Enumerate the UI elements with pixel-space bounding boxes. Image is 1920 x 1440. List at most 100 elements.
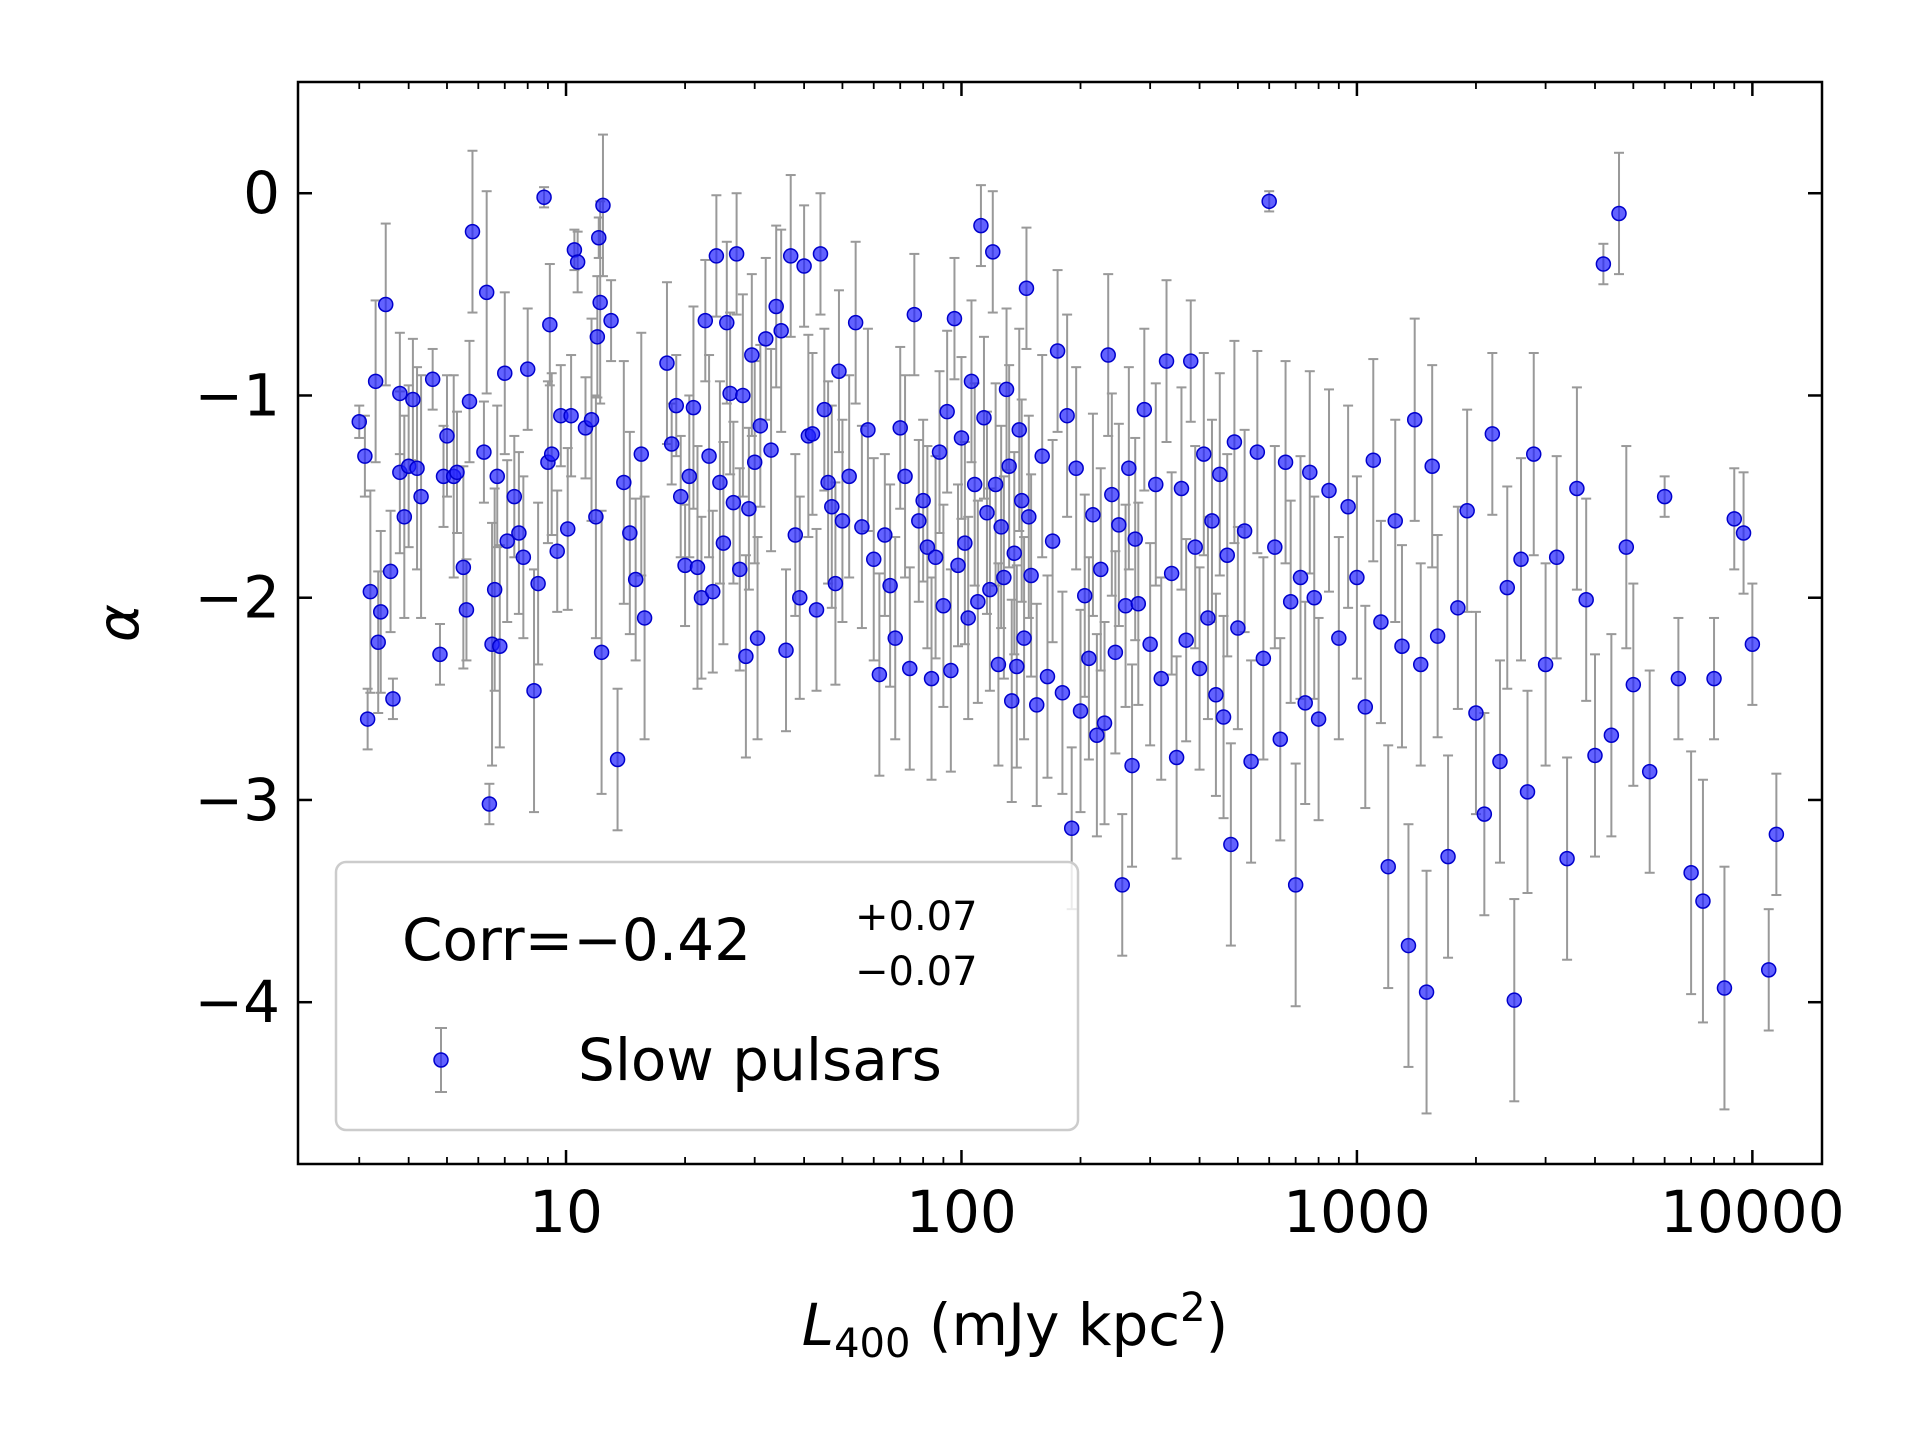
data-point xyxy=(976,409,992,426)
data-point xyxy=(1387,513,1403,529)
data-point xyxy=(396,509,413,525)
data-point xyxy=(816,401,833,418)
data-point xyxy=(1107,644,1124,661)
data-point xyxy=(841,468,857,485)
data-point xyxy=(812,246,829,262)
data-point xyxy=(672,488,689,505)
data-point xyxy=(1641,763,1658,780)
data-point xyxy=(919,539,936,555)
legend-corr-prefix: Corr= xyxy=(402,906,573,974)
data-point xyxy=(906,306,923,323)
data-point xyxy=(728,246,745,262)
data-point xyxy=(1230,620,1246,636)
data-point xyxy=(1001,458,1017,475)
data-point xyxy=(1267,539,1283,555)
data-point xyxy=(982,581,998,598)
data-point xyxy=(987,476,1004,493)
data-point xyxy=(1011,422,1028,438)
y-tick-label: −1 xyxy=(195,361,281,429)
data-point xyxy=(1072,703,1089,719)
data-point xyxy=(1127,531,1143,547)
data-point xyxy=(1187,539,1203,555)
data-point xyxy=(970,594,986,610)
x-axis-label-sup: 2 xyxy=(1180,1285,1205,1331)
data-point xyxy=(424,371,441,388)
data-point xyxy=(1406,411,1423,428)
data-point xyxy=(1459,503,1475,519)
data-point xyxy=(385,691,401,707)
data-point xyxy=(854,519,870,535)
data-point xyxy=(609,751,626,768)
data-point xyxy=(778,642,794,659)
data-point xyxy=(1028,697,1045,713)
data-point xyxy=(677,557,693,574)
data-point xyxy=(377,296,394,313)
data-point xyxy=(1768,826,1785,843)
data-point xyxy=(1513,551,1529,568)
data-point xyxy=(1104,486,1120,503)
data-point xyxy=(1569,480,1585,497)
data-point xyxy=(1006,545,1023,561)
data-point xyxy=(708,248,725,264)
data-point xyxy=(931,444,948,460)
data-point xyxy=(1077,587,1093,604)
data-point xyxy=(1054,685,1071,701)
data-point xyxy=(768,298,784,315)
data-point xyxy=(569,254,586,270)
data-point xyxy=(1468,705,1484,721)
data-point xyxy=(1016,630,1032,646)
data-point xyxy=(461,393,478,410)
data-point xyxy=(588,509,604,525)
data-point xyxy=(409,460,425,477)
data-point xyxy=(1096,715,1113,731)
legend: Corr=−0.42 +0.07 −0.07 Slow pulsars xyxy=(334,860,1080,1132)
data-point xyxy=(542,316,558,333)
data-point xyxy=(1272,731,1289,748)
data-point xyxy=(744,347,760,363)
data-point xyxy=(1321,482,1337,499)
data-point xyxy=(1013,492,1030,509)
data-point xyxy=(1716,980,1733,996)
y-tick-label: 0 xyxy=(243,159,280,227)
data-point xyxy=(633,446,650,462)
data-point xyxy=(1282,594,1299,610)
data-point xyxy=(877,527,893,543)
data-point xyxy=(526,683,542,699)
data-point xyxy=(489,468,505,485)
data-point xyxy=(792,589,808,606)
data-point xyxy=(834,513,851,529)
data-point xyxy=(486,581,503,598)
data-point xyxy=(1595,256,1612,272)
data-point xyxy=(589,329,606,345)
data-point xyxy=(1331,630,1347,646)
data-point xyxy=(1424,458,1440,475)
data-point xyxy=(1418,984,1435,1000)
data-point xyxy=(432,646,448,663)
data-point xyxy=(1656,488,1673,505)
data-point xyxy=(787,527,804,543)
data-point xyxy=(1130,596,1147,612)
data-point xyxy=(359,711,376,727)
data-point xyxy=(979,505,995,521)
data-point xyxy=(1525,446,1542,462)
marker-layer xyxy=(351,189,1785,1008)
data-point xyxy=(476,444,492,460)
x-axis-label: L400 (mJy kpc2) xyxy=(802,1285,1229,1367)
data-point xyxy=(1450,600,1466,616)
data-point xyxy=(871,666,888,683)
data-point xyxy=(603,312,619,329)
x-tick-label: 1000 xyxy=(1283,1178,1431,1246)
data-point xyxy=(950,557,966,574)
data-point xyxy=(1537,656,1554,673)
data-point xyxy=(763,442,779,458)
data-point xyxy=(1559,850,1575,867)
data-point xyxy=(738,648,754,665)
data-point xyxy=(663,436,680,452)
data-point xyxy=(996,569,1012,586)
legend-corr-text: Corr=−0.42 xyxy=(402,906,751,974)
data-point xyxy=(367,373,384,390)
data-point xyxy=(1302,464,1318,481)
data-point xyxy=(455,559,472,576)
data-point xyxy=(1136,401,1153,418)
data-point xyxy=(1191,660,1208,677)
